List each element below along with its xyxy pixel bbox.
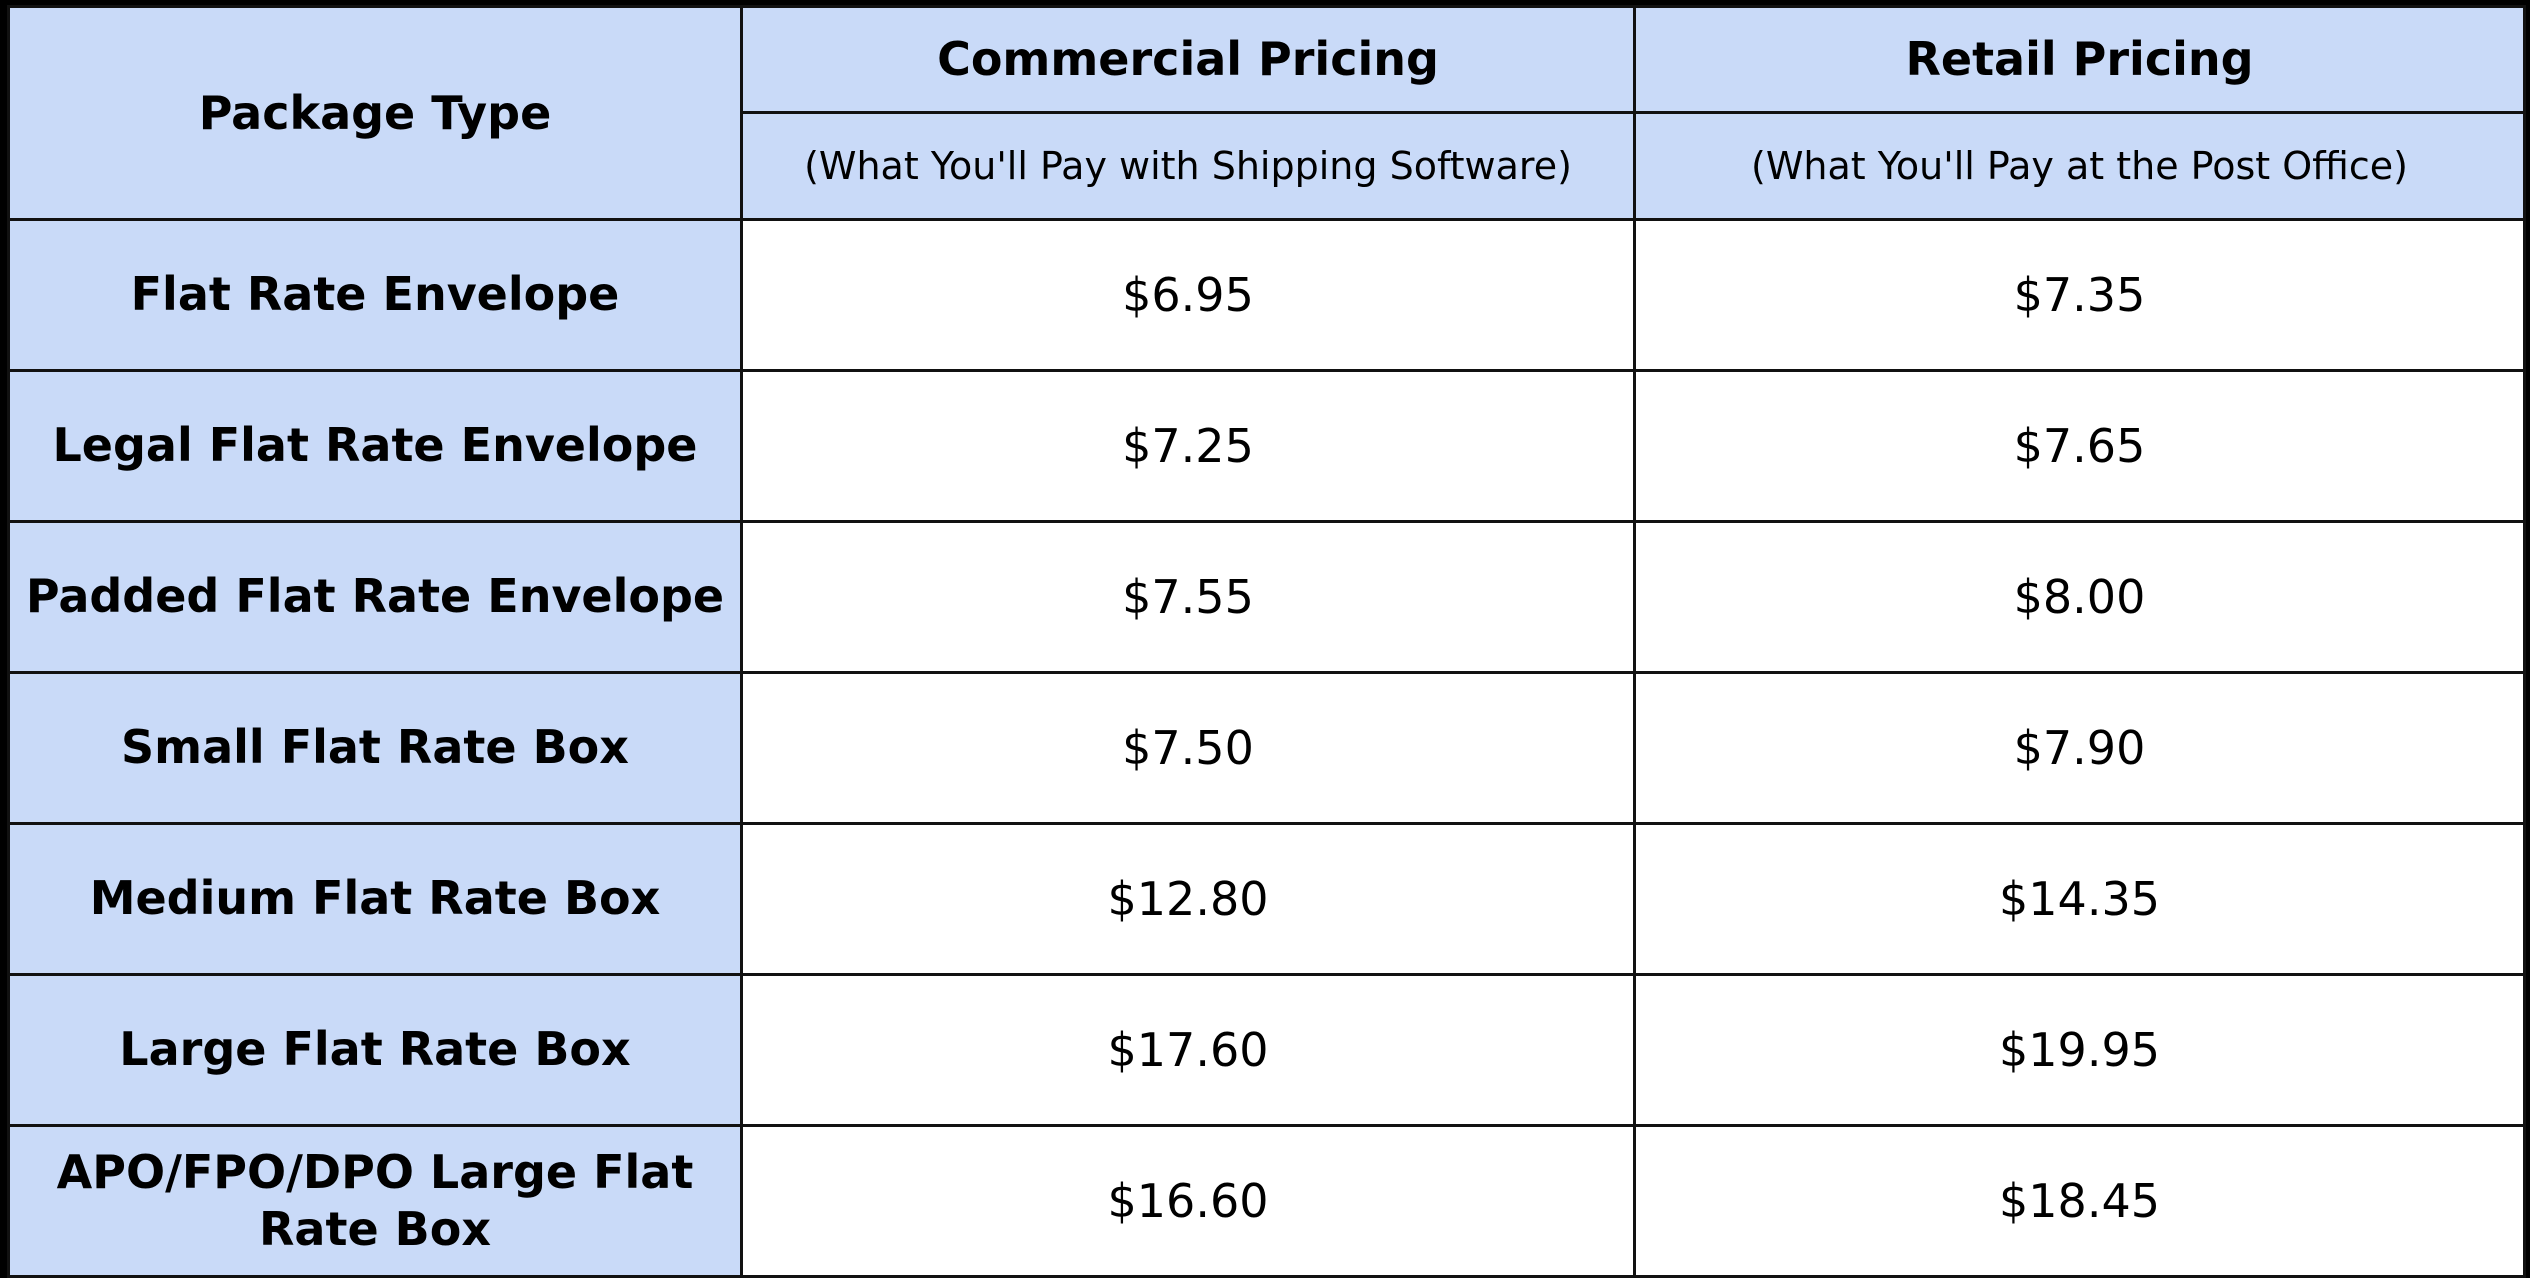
table-row: Small Flat Rate Box $7.50 $7.90 (7, 671, 2526, 825)
retail-price-cell: $8.00 (1633, 520, 2526, 674)
package-type-cell: Large Flat Rate Box (7, 973, 743, 1127)
commercial-price-cell: $7.55 (740, 520, 1636, 674)
package-type-cell: APO/FPO/DPO Large Flat Rate Box (7, 1124, 743, 1278)
pricing-table: Package Type Commercial Pricing Retail P… (7, 5, 2526, 1278)
table-row: Medium Flat Rate Box $12.80 $14.35 (7, 822, 2526, 976)
table-row: Large Flat Rate Box $17.60 $19.95 (7, 973, 2526, 1127)
retail-price-cell: $18.45 (1633, 1124, 2526, 1278)
table-row: Legal Flat Rate Envelope $7.25 $7.65 (7, 369, 2526, 523)
retail-price-cell: $7.65 (1633, 369, 2526, 523)
header-row: Package Type Commercial Pricing Retail P… (7, 5, 2526, 221)
commercial-price-cell: $16.60 (740, 1124, 1636, 1278)
package-type-cell: Padded Flat Rate Envelope (7, 520, 743, 674)
commercial-price-cell: $7.25 (740, 369, 1636, 523)
package-type-cell: Small Flat Rate Box (7, 671, 743, 825)
header-package-type: Package Type (7, 5, 743, 221)
retail-price-cell: $19.95 (1633, 973, 2526, 1127)
subheader-commercial: (What You'll Pay with Shipping Software) (740, 111, 1636, 221)
commercial-price-cell: $7.50 (740, 671, 1636, 825)
table-row: Flat Rate Envelope $6.95 $7.35 (7, 218, 2526, 372)
commercial-price-cell: $17.60 (740, 973, 1636, 1127)
header-commercial-pricing: Commercial Pricing (740, 5, 1636, 114)
package-type-cell: Legal Flat Rate Envelope (7, 369, 743, 523)
table-row: APO/FPO/DPO Large Flat Rate Box $16.60 $… (7, 1124, 2526, 1278)
subheader-retail: (What You'll Pay at the Post Office) (1633, 111, 2526, 221)
retail-price-cell: $7.90 (1633, 671, 2526, 825)
commercial-price-cell: $12.80 (740, 822, 1636, 976)
retail-price-cell: $7.35 (1633, 218, 2526, 372)
package-type-cell: Flat Rate Envelope (7, 218, 743, 372)
subheader-row: (What You'll Pay with Shipping Software)… (9, 111, 2526, 221)
retail-price-cell: $14.35 (1633, 822, 2526, 976)
table-row: Padded Flat Rate Envelope $7.55 $8.00 (7, 520, 2526, 674)
package-type-cell: Medium Flat Rate Box (7, 822, 743, 976)
header-retail-pricing: Retail Pricing (1633, 5, 2526, 114)
commercial-price-cell: $6.95 (740, 218, 1636, 372)
